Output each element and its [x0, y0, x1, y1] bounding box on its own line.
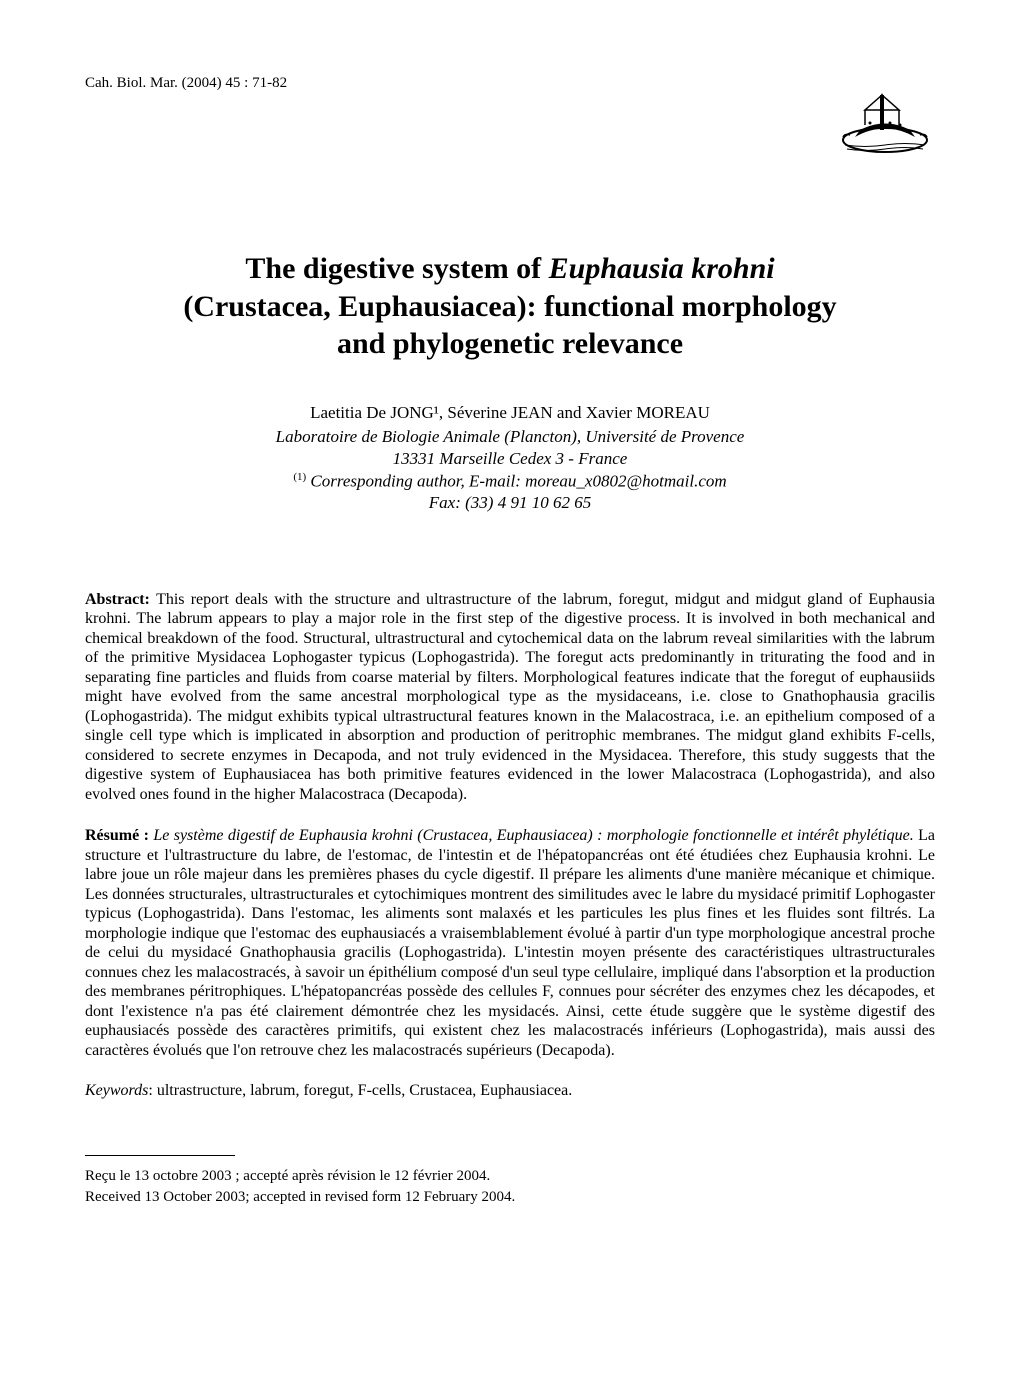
- title-block: The digestive system of Euphausia krohni…: [85, 250, 935, 363]
- title-line-3: and phylogenetic relevance: [85, 325, 935, 363]
- footer-divider: [85, 1155, 235, 1156]
- corresponding-sup: (1): [293, 471, 306, 483]
- abstract-text: This report deals with the structure and…: [85, 591, 935, 803]
- resume-title: Le système digestif de Euphausia krohni …: [153, 827, 918, 844]
- footer-received-en: Received 13 October 2003; accepted in re…: [85, 1187, 935, 1207]
- journal-citation: Cah. Biol. Mar. (2004) 45 : 71-82: [85, 75, 287, 92]
- resume-text: La structure et l'ultrastructure du labr…: [85, 827, 935, 1059]
- affiliation-line-1: Laboratoire de Biologie Animale (Plancto…: [85, 426, 935, 448]
- fax: Fax: (33) 4 91 10 62 65: [85, 492, 935, 514]
- authors-block: Laetitia De JONG¹, Séverine JEAN and Xav…: [85, 403, 935, 515]
- title-species: Euphausia krohni: [549, 252, 775, 285]
- footer-received-fr: Reçu le 13 octobre 2003 ; accepté après …: [85, 1166, 935, 1186]
- title-line-1: The digestive system of Euphausia krohni: [85, 250, 935, 288]
- author-names: Laetitia De JONG¹, Séverine JEAN and Xav…: [85, 403, 935, 423]
- corresponding-text: Corresponding author, E-mail: moreau_x08…: [306, 471, 726, 490]
- abstract-label: Abstract:: [85, 591, 156, 608]
- corresponding-author: (1) Corresponding author, E-mail: moreau…: [85, 470, 935, 493]
- keywords-text: : ultrastructure, labrum, foregut, F-cel…: [148, 1082, 572, 1099]
- footer-dates: Reçu le 13 octobre 2003 ; accepté après …: [85, 1166, 935, 1207]
- affiliation-line-2: 13331 Marseille Cedex 3 - France: [85, 448, 935, 470]
- resume-label: Résumé :: [85, 827, 153, 844]
- title-line-2: (Crustacea, Euphausiacea): functional mo…: [85, 288, 935, 326]
- title-prefix: The digestive system of: [245, 252, 548, 285]
- journal-logo: [835, 75, 935, 160]
- abstract-block: Abstract: This report deals with the str…: [85, 590, 935, 805]
- keywords-label: Keywords: [85, 1082, 148, 1099]
- keywords-block: Keywords: ultrastructure, labrum, foregu…: [85, 1082, 935, 1100]
- resume-block: Résumé : Le système digestif de Euphausi…: [85, 826, 935, 1060]
- header-row: Cah. Biol. Mar. (2004) 45 : 71-82: [85, 75, 935, 160]
